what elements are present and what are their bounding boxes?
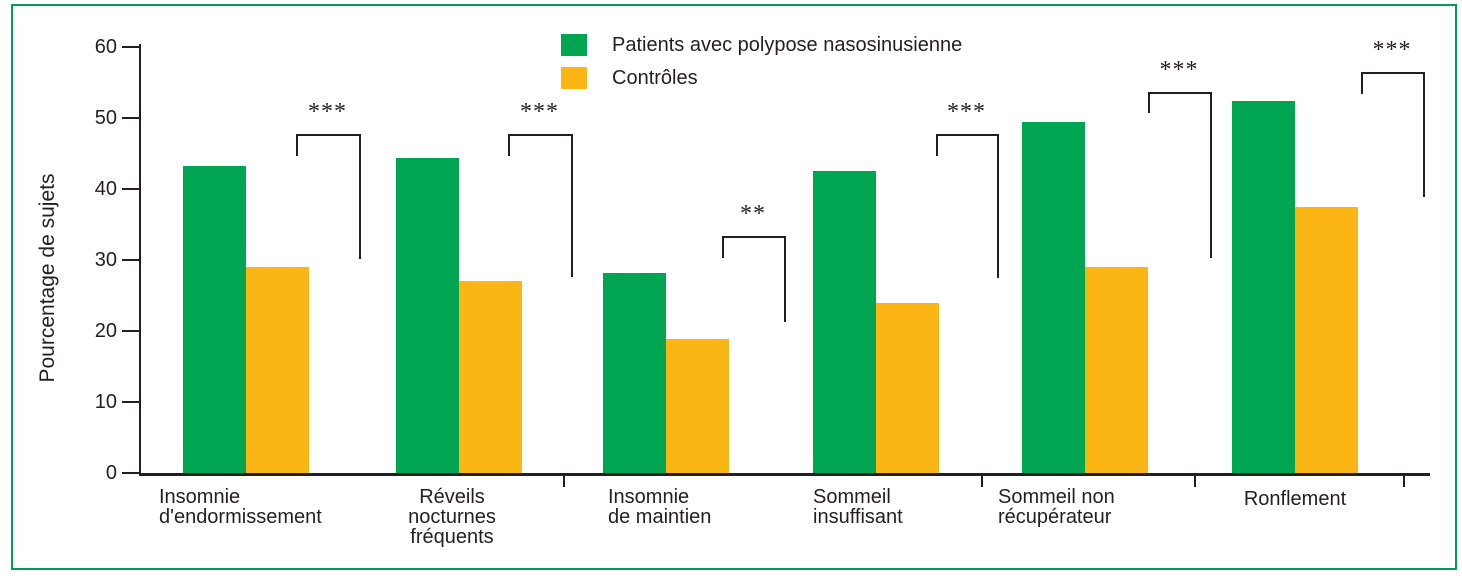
significance-bracket-left-leg (936, 134, 938, 156)
x-axis-tick (563, 476, 565, 487)
significance-stars: *** (947, 99, 986, 125)
category-label-0: Insomnie d'endormissement (159, 487, 459, 527)
significance-bracket-top (1148, 92, 1212, 94)
bar-patients-5 (1232, 100, 1295, 473)
bar-controles-3 (876, 303, 939, 473)
category-label-line: d'endormissement (159, 506, 322, 528)
category-label-5: Ronflement (1145, 489, 1445, 509)
x-axis-line (139, 473, 1430, 476)
significance-bracket-top (722, 236, 786, 238)
category-label-4: Sommeil non récupérateur (998, 487, 1298, 527)
bar-controles-4 (1085, 267, 1148, 473)
significance-bracket-right-leg (784, 236, 786, 322)
significance-stars: *** (308, 99, 347, 125)
significance-stars: *** (1372, 37, 1412, 63)
bar-controles-1 (459, 280, 522, 473)
y-axis-line (139, 44, 141, 475)
category-label-2: Insomnie de maintien (608, 487, 908, 527)
significance-bracket-top (296, 134, 361, 136)
legend-swatch-patients-icon (561, 34, 587, 56)
y-axis-tick (122, 330, 139, 332)
category-label-line: Réveils (419, 486, 485, 508)
category-label-line: Sommeil non (998, 486, 1115, 508)
significance-bracket-right-leg (1210, 92, 1212, 258)
significance-bracket-top (1361, 72, 1425, 74)
category-label-line: Ronflement (1243, 488, 1347, 510)
figure-frame (11, 4, 1457, 570)
x-axis-tick (1403, 476, 1405, 487)
y-axis-tick (122, 188, 139, 190)
significance-stars: ** (740, 201, 766, 227)
legend-label-controles: Contrôles (612, 67, 698, 89)
legend-swatch-controles-icon (561, 67, 587, 89)
significance-bracket-right-leg (997, 134, 999, 278)
bar-controles-0 (246, 267, 309, 473)
x-axis-tick (981, 476, 983, 487)
y-axis-tick-label: 50 (94, 107, 117, 129)
bar-patients-2 (603, 273, 666, 473)
significance-bracket-right-leg (1423, 72, 1425, 197)
significance-bracket-right-leg (571, 134, 573, 277)
category-label-line: nocturnes (408, 506, 496, 528)
significance-bracket-top (936, 134, 999, 136)
significance-bracket-left-leg (722, 236, 724, 258)
bar-controles-2 (666, 338, 729, 473)
legend-item-controles: Contrôles (561, 66, 698, 90)
category-label-line: fréquents (410, 526, 494, 548)
significance-bracket-left-leg (508, 134, 510, 156)
y-axis-tick-label: 30 (94, 249, 117, 271)
y-axis-tick-label: 0 (105, 462, 117, 484)
y-axis-tick (122, 401, 139, 403)
legend-label-patients: Patients avec polypose nasosinusienne (612, 34, 963, 56)
legend-item-patients: Patients avec polypose nasosinusienne (561, 33, 962, 57)
significance-bracket-left-leg (296, 134, 298, 156)
y-axis-tick-label: 40 (94, 178, 117, 200)
category-label-line: Insomnie (608, 486, 690, 508)
y-axis-tick-label: 10 (94, 391, 117, 413)
significance-bracket-left-leg (1148, 92, 1150, 113)
category-label-line: récupérateur (998, 506, 1112, 528)
significance-stars: *** (1159, 57, 1199, 83)
significance-bracket-top (508, 134, 573, 136)
y-axis-tick-label: 20 (94, 320, 117, 342)
bar-patients-3 (813, 171, 876, 473)
category-label-line: Sommeil (813, 486, 891, 508)
significance-bracket-right-leg (359, 134, 361, 259)
bar-controles-5 (1295, 206, 1358, 473)
category-label-1: Réveils nocturnes fréquents (302, 487, 602, 547)
significance-stars: *** (520, 99, 559, 125)
y-axis-tick (122, 472, 139, 474)
y-axis-tick (122, 117, 139, 119)
category-label-3: Sommeil insuffisant (813, 487, 1113, 527)
significance-bracket-left-leg (1361, 72, 1363, 94)
bar-patients-4 (1022, 121, 1085, 473)
category-label-line: de maintien (608, 506, 712, 528)
y-axis-tick (122, 259, 139, 261)
y-axis-tick (122, 46, 139, 48)
x-axis-tick (1194, 476, 1196, 487)
bar-patients-1 (396, 157, 459, 473)
bar-patients-0 (183, 166, 246, 473)
category-label-line: insuffisant (813, 506, 903, 528)
category-label-line: Insomnie (159, 486, 241, 508)
y-axis-tick-label: 60 (94, 36, 117, 58)
